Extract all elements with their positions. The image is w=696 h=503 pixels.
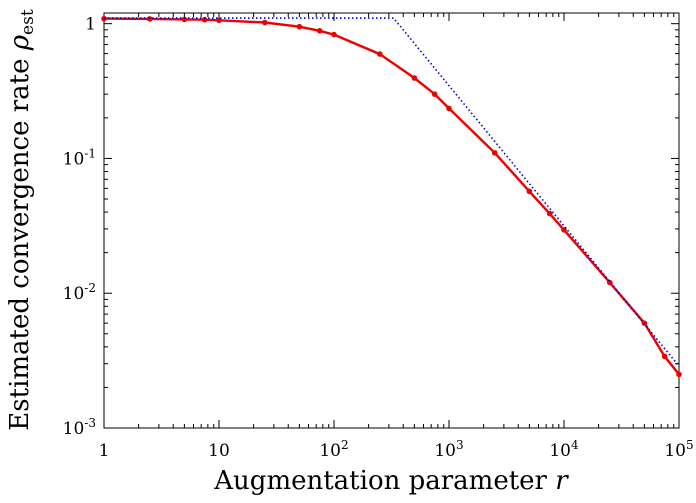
series-0-point	[491, 150, 498, 156]
series-0-point	[181, 16, 188, 23]
x-tick-label: 10	[208, 441, 230, 461]
series-0-point	[376, 51, 383, 57]
x-tick-label: 105	[664, 438, 693, 461]
x-tick-label: 102	[319, 438, 348, 461]
ticks-layer: 1 10 102 103 104 105 10-3 10-2 10-1 1	[63, 13, 694, 461]
series-0-point	[261, 19, 268, 26]
series-0-line	[103, 17, 680, 376]
series-0-point	[431, 91, 438, 97]
series-0-point	[146, 16, 153, 22]
y-tick-label: 10-1	[63, 146, 96, 169]
x-tick-label: 1	[99, 441, 110, 461]
plot-frame	[103, 12, 680, 429]
x-axis-label: Augmentation parameter r	[213, 466, 569, 496]
series-layer	[101, 15, 682, 378]
series-0-point	[316, 28, 323, 34]
series-0-point	[201, 16, 208, 23]
series-0-point	[676, 371, 682, 378]
series-1-line	[104, 17, 680, 367]
series-0-point	[331, 31, 337, 38]
series-0-point	[296, 23, 303, 30]
series-0-point	[546, 210, 553, 217]
y-tick-label: 10-3	[63, 416, 96, 439]
y-tick-label: 10-2	[63, 281, 96, 304]
series-0-point	[661, 353, 668, 360]
x-tick-label: 103	[434, 438, 463, 461]
series-0-point	[606, 279, 613, 286]
x-tick-label: 104	[549, 438, 579, 461]
series-0-point	[446, 105, 452, 112]
y-axis-label: Estimated convergence rate ρest	[5, 9, 38, 431]
series-0-point	[411, 75, 418, 81]
y-tick-label: 1	[85, 15, 96, 35]
series-0-point	[526, 188, 533, 195]
